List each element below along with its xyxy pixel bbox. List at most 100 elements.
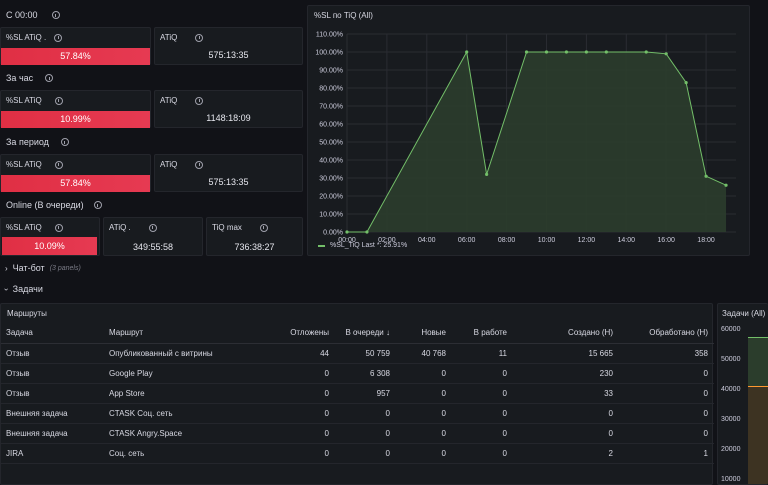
x-tick-label: 10:00: [538, 237, 556, 244]
table-cell: 0: [452, 363, 513, 384]
info-icon[interactable]: [54, 96, 63, 105]
info-icon[interactable]: [195, 96, 204, 105]
data-point[interactable]: [584, 50, 588, 54]
stat-sl-online[interactable]: %SL ATiQ 10.09%: [0, 217, 100, 256]
sl-area-chart: 0.00% 10.00% 20.00% 30.00% 40.00% 50.00% 60.00…: [315, 32, 736, 244]
col-header-route[interactable]: Маршрут: [104, 323, 274, 344]
col-header-in-work[interactable]: В работе: [452, 323, 513, 344]
data-point[interactable]: [524, 50, 529, 54]
stat-atiq-online[interactable]: ATiQ . 349:55:58: [103, 217, 203, 256]
table-cell: Отзыв: [1, 363, 104, 384]
stat-sl-period[interactable]: %SL ATiQ 57.84%: [0, 154, 151, 192]
stat-atiq-period[interactable]: ATiQ 575:13:35: [154, 154, 303, 192]
data-point[interactable]: [544, 50, 549, 54]
table-cell: 0: [274, 363, 335, 384]
data-point[interactable]: [485, 172, 489, 176]
table-cell: Внешняя задача: [1, 403, 104, 424]
table-cell: Внешняя задача: [1, 423, 104, 444]
col-header-new[interactable]: Новые: [396, 323, 452, 344]
table-row[interactable]: Отзыв App Store 0 957 0 0 33 0: [1, 383, 714, 404]
col-header-postponed[interactable]: Отложены: [274, 323, 335, 344]
stat-value: 349:55:58: [132, 242, 174, 252]
info-icon[interactable]: [54, 160, 63, 169]
x-tick-label: 18:00: [697, 237, 715, 244]
table-row[interactable]: Внешняя задача CTASK Angry.Space 0 0 0 0 0 0: [1, 423, 714, 444]
table-cell: 0: [513, 403, 619, 424]
table-cell: App Store: [104, 383, 274, 404]
table-cell: 0: [274, 423, 335, 444]
data-point[interactable]: [465, 50, 469, 54]
y-tick-label: 20.00%: [319, 194, 343, 201]
y-tick-label: 0.00%: [323, 230, 343, 237]
data-point[interactable]: [664, 52, 668, 56]
table-cell: 0: [335, 443, 396, 464]
routes-panel[interactable]: Маршруты Задача Маршрут Отложены В очере…: [0, 303, 714, 485]
chart-legend[interactable]: %SL_TiQ Last *: 25.91%: [318, 242, 407, 249]
table-cell: 230: [513, 363, 619, 384]
data-point[interactable]: [704, 174, 708, 178]
section-title-period: За период: [6, 137, 69, 147]
table-cell: 0: [396, 363, 452, 384]
data-point[interactable]: [684, 81, 688, 85]
stat-value: 1148:18:09: [206, 113, 251, 123]
col-header-task[interactable]: Задача: [1, 323, 104, 344]
table-row[interactable]: Внешняя задача CTASK Соц. сеть 0 0 0 0 0 0: [1, 403, 714, 424]
stat-tiq-max[interactable]: TiQ max 736:38:27: [206, 217, 303, 256]
table-cell: 0: [619, 363, 714, 384]
table-cell: 11: [452, 343, 513, 364]
stat-atiq-since-midnight[interactable]: ATiQ 575:13:35: [154, 27, 303, 65]
chart-title: %SL по TiQ (All): [314, 11, 373, 20]
sl-chart-panel[interactable]: %SL по TiQ (All) 0.00% 10.00% 20.00% 30.00%…: [307, 5, 750, 256]
stat-sl-last-hour[interactable]: %SL ATiQ 10.99%: [0, 90, 151, 128]
stat-value: 575:13:35: [208, 177, 249, 187]
y-tick-label: 110.00%: [316, 32, 343, 39]
table-cell: 0: [396, 443, 452, 464]
info-icon[interactable]: [51, 11, 60, 19]
info-icon[interactable]: [54, 223, 63, 232]
routes-header-row: Задача Маршрут Отложены В очереди ↓ Новы…: [1, 323, 714, 344]
table-cell: 0: [396, 423, 452, 444]
col-header-processed[interactable]: Обработано (Н): [619, 323, 714, 344]
table-row[interactable]: Отзыв Опубликованный с витрины 44 50 759 40 …: [1, 343, 714, 364]
table-cell: 0: [452, 383, 513, 404]
y-tick-label: 20000: [721, 446, 741, 453]
stat-atiq-last-hour[interactable]: ATiQ 1148:18:09: [154, 90, 303, 128]
x-tick-label: 16:00: [657, 237, 675, 244]
table-cell: 50 759: [335, 343, 396, 364]
col-header-in-queue[interactable]: В очереди ↓: [335, 323, 396, 344]
table-row[interactable]: Отзыв Google Play 0 6 308 0 0 230 0: [1, 363, 714, 384]
table-row[interactable]: JIRA Соц. сеть 0 0 0 0 2 1: [1, 443, 714, 464]
data-point[interactable]: [644, 50, 648, 54]
y-tick-label: 30000: [721, 416, 741, 423]
data-point[interactable]: [365, 230, 369, 234]
stat-sl-since-midnight[interactable]: %SL ATiQ . 57.84%: [0, 27, 151, 65]
table-cell: 0: [274, 403, 335, 424]
y-tick-label: 100.00%: [315, 50, 343, 57]
info-icon[interactable]: [148, 223, 157, 232]
info-icon[interactable]: [259, 223, 268, 232]
table-cell: 0: [335, 423, 396, 444]
x-tick-label: 02:00: [378, 237, 396, 244]
info-icon[interactable]: [60, 138, 69, 146]
info-icon[interactable]: [45, 74, 54, 82]
row-chatbot[interactable]: › Чат-бот (3 panels): [5, 263, 81, 273]
y-tick-label: 10000: [721, 476, 741, 483]
info-icon[interactable]: [93, 201, 102, 209]
data-point[interactable]: [345, 230, 349, 234]
table-cell: Google Play: [104, 363, 274, 384]
section-title-online: Online (В очереди): [6, 200, 102, 210]
data-point[interactable]: [564, 50, 569, 54]
tasks-panel[interactable]: Задачи (All) 60000 50000 40000 30000 20000 10…: [717, 303, 768, 485]
stat-value: 57.84%: [1, 175, 150, 192]
info-icon[interactable]: [195, 160, 204, 169]
table-cell: 0: [396, 383, 452, 404]
info-icon[interactable]: [195, 33, 204, 42]
data-point[interactable]: [604, 50, 608, 54]
y-tick-label: 30.00%: [319, 176, 343, 183]
col-header-created[interactable]: Создано (Н): [513, 323, 619, 344]
info-icon[interactable]: [54, 33, 63, 42]
row-tasks[interactable]: › Задачи: [1, 284, 43, 294]
table-cell: 6 308: [335, 363, 396, 384]
tasks-panel-title: Задачи (All): [722, 309, 766, 318]
data-point[interactable]: [724, 183, 728, 187]
